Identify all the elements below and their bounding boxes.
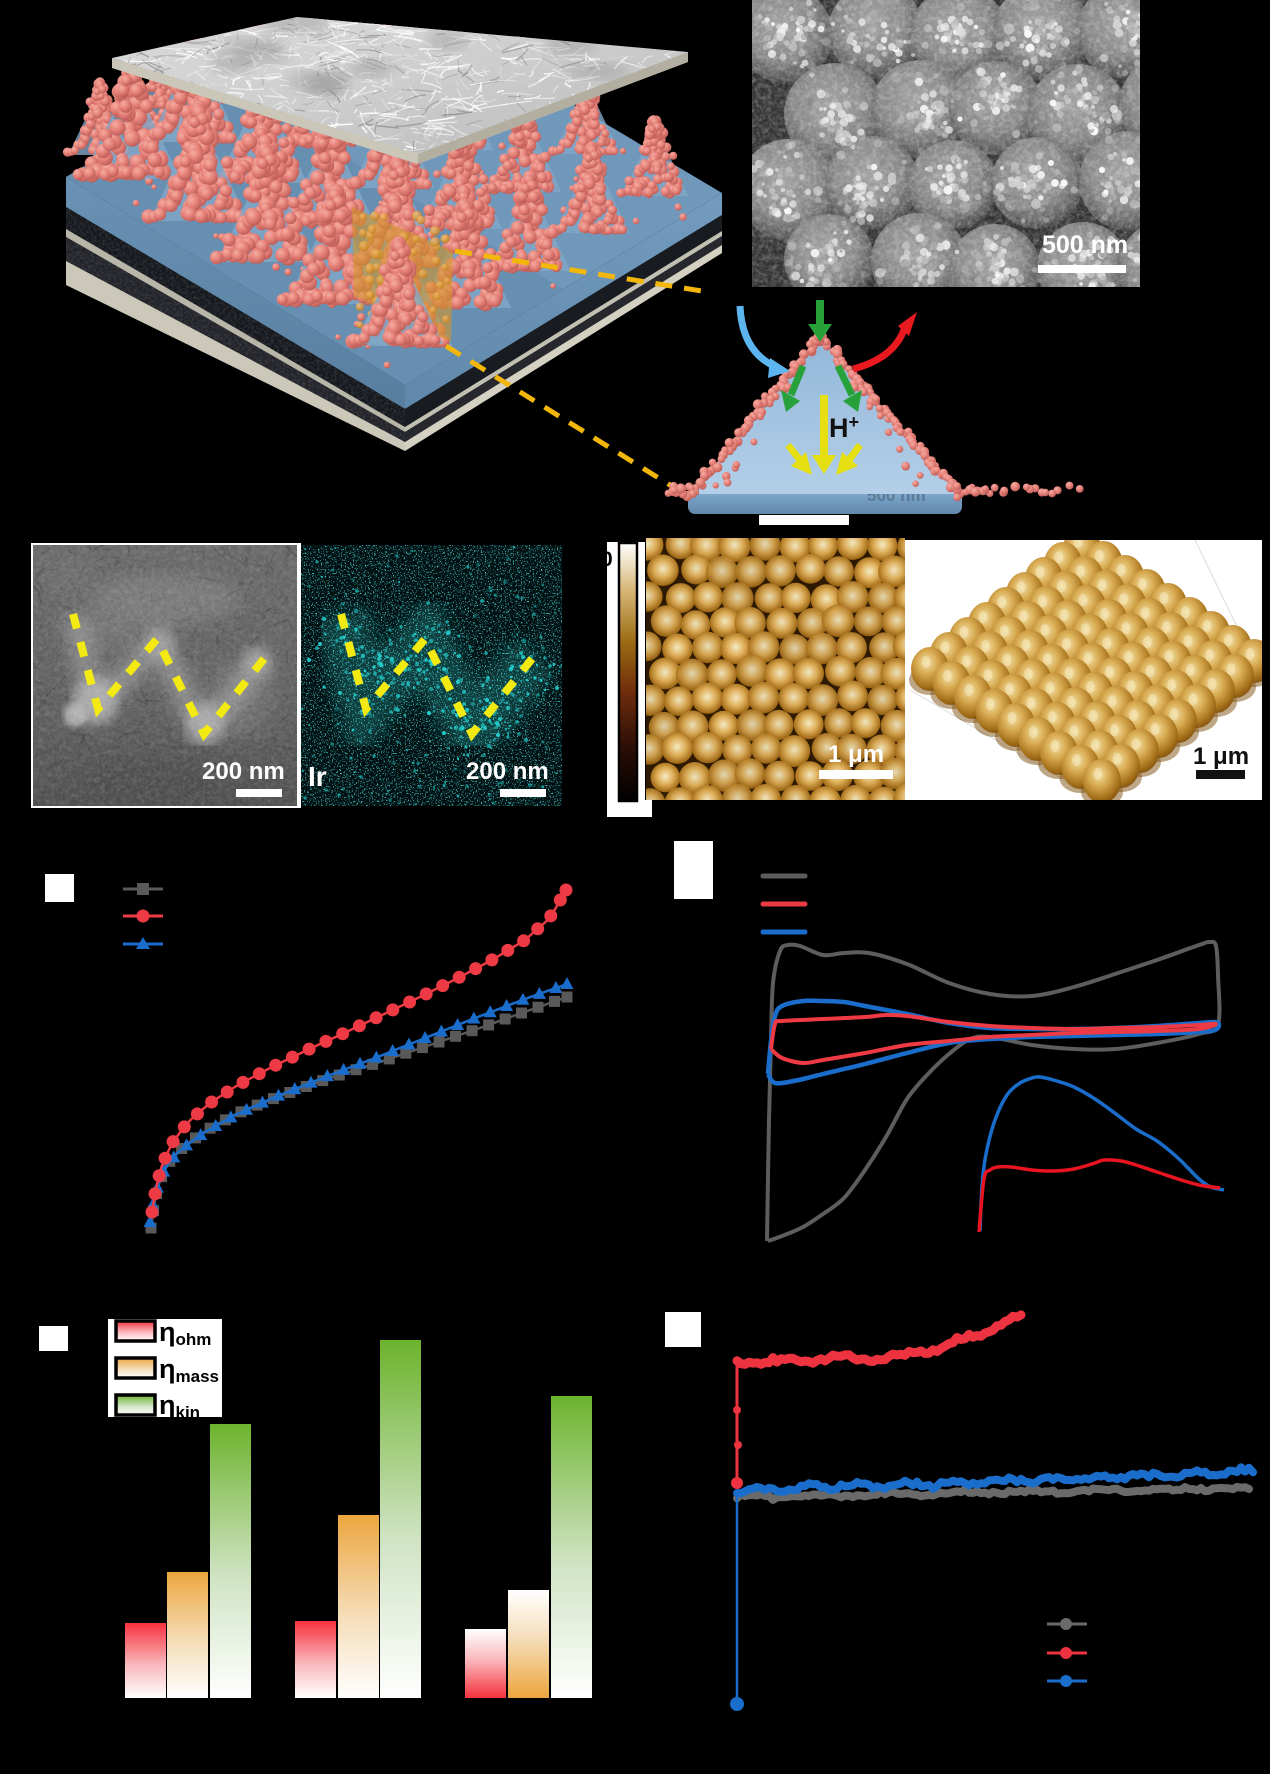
svg-text:200 nm: 200 nm xyxy=(202,758,285,785)
svg-text:500 nm: 500 nm xyxy=(1042,231,1128,259)
